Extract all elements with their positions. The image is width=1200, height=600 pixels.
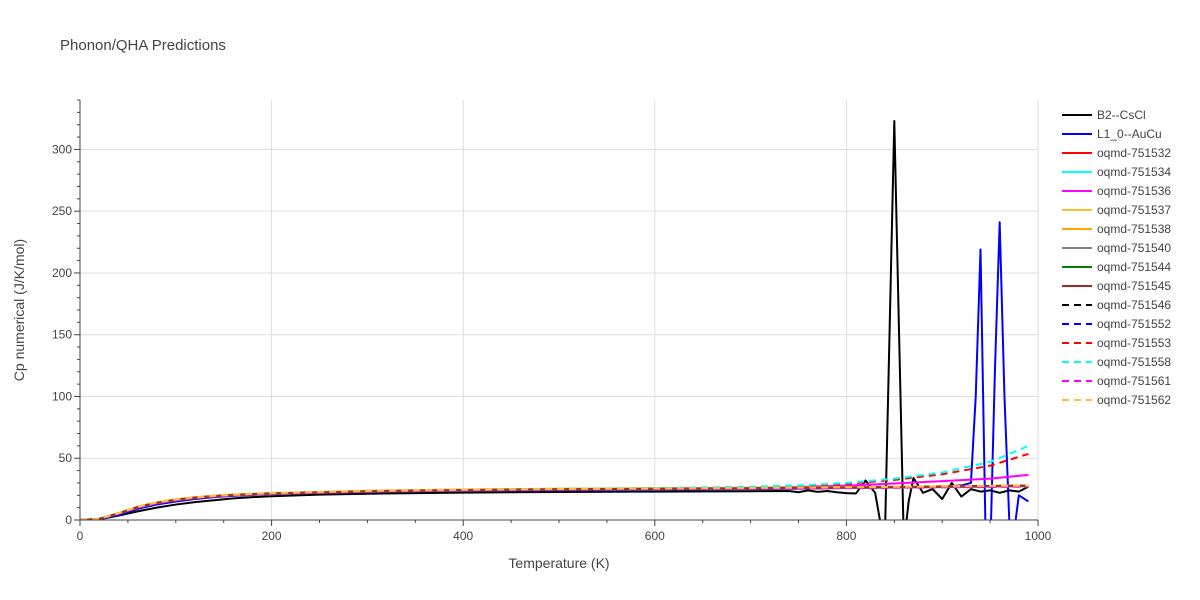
legend-label: oqmd-751562: [1097, 393, 1171, 407]
legend-label: oqmd-751538: [1097, 222, 1171, 236]
x-axis-title: Temperature (K): [508, 555, 609, 571]
legend-label: oqmd-751544: [1097, 260, 1171, 274]
legend-item[interactable]: oqmd-751553: [1062, 336, 1171, 350]
legend-item[interactable]: oqmd-751536: [1062, 184, 1171, 198]
legend-item[interactable]: oqmd-751546: [1062, 298, 1171, 312]
x-tick-label: 1000: [1025, 529, 1052, 543]
legend-item[interactable]: oqmd-751540: [1062, 241, 1171, 255]
legend-label: oqmd-751558: [1097, 355, 1171, 369]
y-tick-label: 0: [65, 513, 72, 527]
y-tick-label: 300: [52, 142, 72, 156]
x-tick-label: 0: [77, 529, 84, 543]
legend-item[interactable]: oqmd-751532: [1062, 146, 1171, 160]
x-tick-label: 600: [645, 529, 665, 543]
grid: [80, 100, 1039, 520]
legend-label: oqmd-751561: [1097, 374, 1171, 388]
x-tick-label: 200: [262, 529, 282, 543]
legend-label: oqmd-751552: [1097, 317, 1171, 331]
chart-title: Phonon/QHA Predictions: [60, 37, 226, 54]
legend-label: oqmd-751553: [1097, 336, 1171, 350]
series-line-oqmd-751562: [80, 484, 1029, 520]
axes: 0 200 400 600 800 1000 0 50 100 150 200 250 300: [52, 99, 1052, 543]
legend-label: oqmd-751532: [1097, 146, 1171, 160]
x-tick-label: 400: [453, 529, 473, 543]
legend-label: oqmd-751540: [1097, 241, 1171, 255]
legend-label: oqmd-751545: [1097, 279, 1171, 293]
legend-label: oqmd-751536: [1097, 184, 1171, 198]
legend-item[interactable]: oqmd-751552: [1062, 317, 1171, 331]
legend-item[interactable]: oqmd-751545: [1062, 279, 1171, 293]
y-tick-label: 100: [52, 389, 72, 403]
legend-item[interactable]: oqmd-751538: [1062, 222, 1171, 236]
y-axis-title: Cp numerical (J/K/mol): [11, 239, 27, 381]
legend-label: L1_0--AuCu: [1097, 127, 1162, 141]
legend-item[interactable]: oqmd-751561: [1062, 374, 1171, 388]
legend: B2--CsCl L1_0--AuCu oqmd-751532 oqmd-751534…: [1062, 108, 1171, 407]
x-tick-label: 800: [836, 529, 856, 543]
y-tick-label: 250: [52, 204, 72, 218]
legend-item[interactable]: oqmd-751562: [1062, 393, 1171, 407]
legend-item[interactable]: oqmd-751544: [1062, 260, 1171, 274]
legend-item[interactable]: oqmd-751558: [1062, 355, 1171, 369]
y-tick-label: 200: [52, 266, 72, 280]
series-layer: [80, 120, 1029, 520]
legend-label: oqmd-751546: [1097, 298, 1171, 312]
legend-item[interactable]: oqmd-751534: [1062, 165, 1171, 179]
legend-label: oqmd-751537: [1097, 203, 1171, 217]
legend-item[interactable]: oqmd-751537: [1062, 203, 1171, 217]
y-tick-label: 150: [52, 328, 72, 342]
legend-label: B2--CsCl: [1097, 108, 1146, 122]
legend-label: oqmd-751534: [1097, 165, 1171, 179]
legend-item[interactable]: B2--CsCl: [1062, 108, 1146, 122]
legend-item[interactable]: L1_0--AuCu: [1062, 127, 1162, 141]
y-tick-label: 50: [59, 451, 73, 465]
